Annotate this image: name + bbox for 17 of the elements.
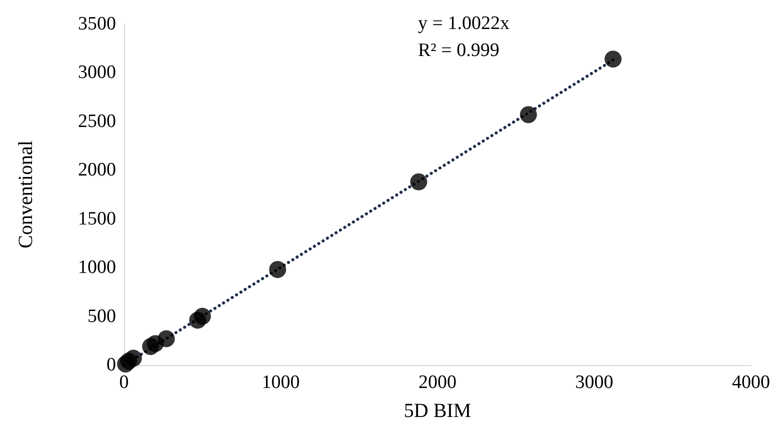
x-tick-label: 3000 bbox=[575, 372, 614, 393]
y-tick-label: 500 bbox=[88, 306, 116, 327]
y-tick-label: 3000 bbox=[78, 62, 116, 84]
annotation: R² = 0.999 bbox=[418, 40, 500, 61]
x-tick-label: 0 bbox=[119, 372, 129, 393]
x-tick-label: 4000 bbox=[732, 372, 770, 393]
y-tick-label: 1000 bbox=[78, 257, 116, 278]
annotation: y = 1.0022x bbox=[418, 13, 510, 34]
x-axis-title: 5D BIM bbox=[404, 400, 472, 422]
y-tick-label: 1500 bbox=[78, 208, 116, 230]
x-tick-label: 1000 bbox=[262, 372, 300, 393]
x-tick-label: 2000 bbox=[418, 372, 456, 393]
y-tick-label: 0 bbox=[106, 354, 116, 376]
y-tick-label: 3500 bbox=[78, 14, 116, 34]
y-tick-label: 2000 bbox=[78, 160, 116, 181]
y-axis-title: Conventional bbox=[15, 140, 37, 248]
y-tick-label: 2500 bbox=[78, 110, 116, 132]
